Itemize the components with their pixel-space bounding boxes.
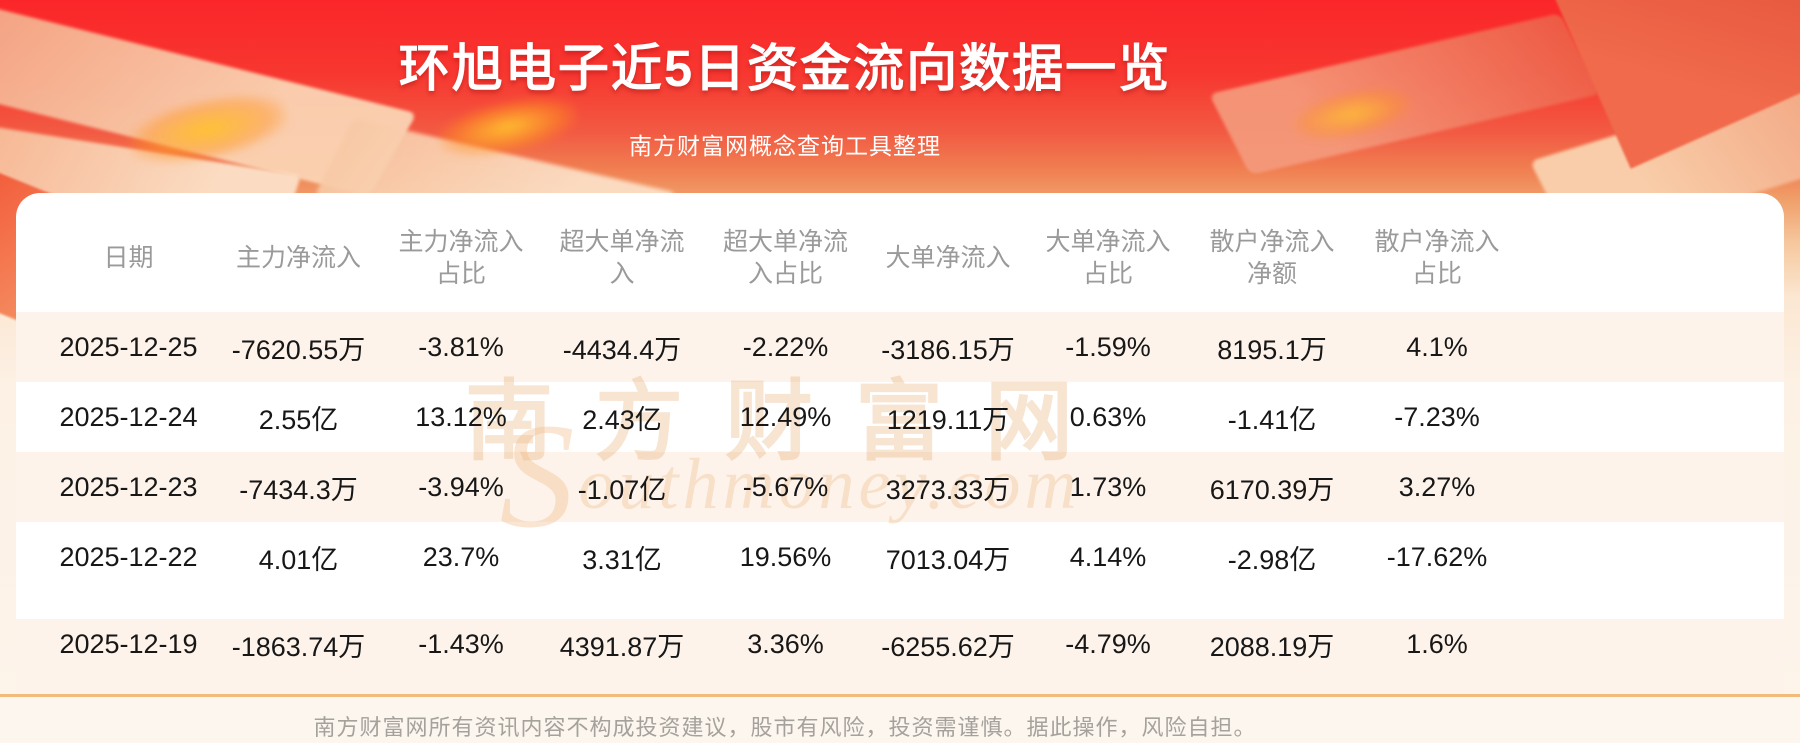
value-cell: 0.63% (1069, 401, 1147, 432)
column-header: 散户净流入占比 (1374, 227, 1500, 288)
date-cell: 2025-12-24 (59, 401, 198, 432)
value-cell: -17.62% (1386, 541, 1488, 572)
value-cell: -6255.62万 (881, 631, 1015, 662)
value-cell: 1.6% (1406, 628, 1468, 659)
table-row: 2025-12-22 4.01亿 23.7% 3.31亿 19.56% 7013.04万 4… (16, 522, 1784, 592)
date-cell: 2025-12-25 (59, 331, 198, 362)
value-cell: -4434.4万 (562, 334, 682, 365)
value-cell: 4.14% (1069, 541, 1147, 572)
value-cell: 12.49% (739, 401, 832, 432)
value-cell: -3.81% (418, 331, 504, 362)
data-table-card: 日期 主力净流入 主力净流入占比 超大单净流入 超大单净流入占比 大单净流入 大单净流入占比… (16, 193, 1784, 696)
value-cell: 4391.87万 (559, 631, 685, 662)
value-cell: -7620.55万 (231, 334, 366, 365)
value-cell: -1.07亿 (577, 474, 667, 505)
value-cell: -3186.15万 (881, 334, 1015, 365)
value-cell: 7013.04万 (885, 544, 1011, 575)
date-cell: 2025-12-19 (59, 628, 198, 659)
value-cell: -7.23% (1394, 401, 1480, 432)
value-cell: 1.73% (1069, 471, 1147, 502)
footer-divider-line (0, 694, 1800, 697)
column-header: 主力净流入 (235, 243, 361, 272)
column-header: 大单净流入占比 (1045, 227, 1171, 288)
column-header: 散户净流入净额 (1209, 227, 1335, 288)
value-cell: -5.67% (742, 471, 829, 502)
value-cell: 2.43亿 (582, 404, 662, 435)
banner: 环旭电子近5日资金流向数据一览 南方财富网概念查询工具整理 (0, 0, 1570, 161)
value-cell: 3.31亿 (582, 544, 662, 575)
value-cell: -7434.3万 (239, 474, 358, 505)
table-header-row: 日期 主力净流入 主力净流入占比 超大单净流入 超大单净流入占比 大单净流入 大单净流入占比… (16, 193, 1784, 312)
column-header: 日期 (103, 243, 154, 272)
column-header: 大单净流入 (885, 243, 1011, 272)
value-cell: -2.98亿 (1227, 544, 1317, 575)
column-header: 超大单净流入占比 (722, 227, 848, 288)
value-cell: 8195.1万 (1217, 334, 1327, 365)
value-cell: -1863.74万 (231, 631, 366, 662)
value-cell: 3.36% (747, 628, 824, 659)
value-cell: -1.59% (1065, 331, 1151, 362)
date-cell: 2025-12-23 (59, 471, 198, 502)
value-cell: 4.01亿 (258, 544, 339, 575)
footer: 南方财富网所有资讯内容不构成投资建议，股市有风险，投资需谨慎。据此操作，风险自担… (0, 697, 1800, 743)
table-row: 2025-12-24 2.55亿 13.12% 2.43亿 12.49% 1219.11万… (16, 382, 1784, 452)
page-title: 环旭电子近5日资金流向数据一览 (398, 40, 1172, 97)
value-cell: -2.22% (742, 331, 829, 362)
page-subtitle: 南方财富网概念查询工具整理 (629, 133, 941, 159)
disclaimer-text: 南方财富网所有资讯内容不构成投资建议，股市有风险，投资需谨慎。据此操作，风险自担… (313, 715, 1257, 740)
value-cell: 6170.39万 (1209, 474, 1335, 505)
date-cell: 2025-12-22 (59, 541, 198, 572)
table-row: 2025-12-23 -7434.3万 -3.94% -1.07亿 -5.67% 3273… (16, 452, 1784, 522)
value-cell: -4.79% (1065, 628, 1151, 659)
value-cell: -3.94% (418, 471, 504, 502)
column-header: 超大单净流入 (559, 227, 685, 288)
table-body: 2025-12-25 -7620.55万 -3.81% -4434.4万 -2.22% -… (16, 312, 1784, 696)
table-row: 2025-12-19 -1863.74万 -1.43% 4391.87万 3.36% -6… (16, 592, 1784, 696)
value-cell: 2088.19万 (1209, 631, 1335, 662)
value-cell: 2.55亿 (258, 404, 339, 435)
table-row: 2025-12-25 -7620.55万 -3.81% -4434.4万 -2.22% -… (16, 312, 1784, 382)
value-cell: 3273.33万 (885, 474, 1011, 505)
value-cell: 13.12% (415, 401, 507, 432)
value-cell: 19.56% (739, 541, 832, 572)
column-header: 主力净流入占比 (398, 227, 524, 288)
value-cell: -1.43% (418, 628, 504, 659)
value-cell: 1219.11万 (886, 404, 1010, 435)
value-cell: 3.27% (1398, 471, 1476, 502)
value-cell: 23.7% (422, 541, 500, 572)
decor-corner-top-right (1553, 0, 1800, 169)
value-cell: 4.1% (1406, 331, 1468, 362)
value-cell: -1.41亿 (1227, 404, 1317, 435)
